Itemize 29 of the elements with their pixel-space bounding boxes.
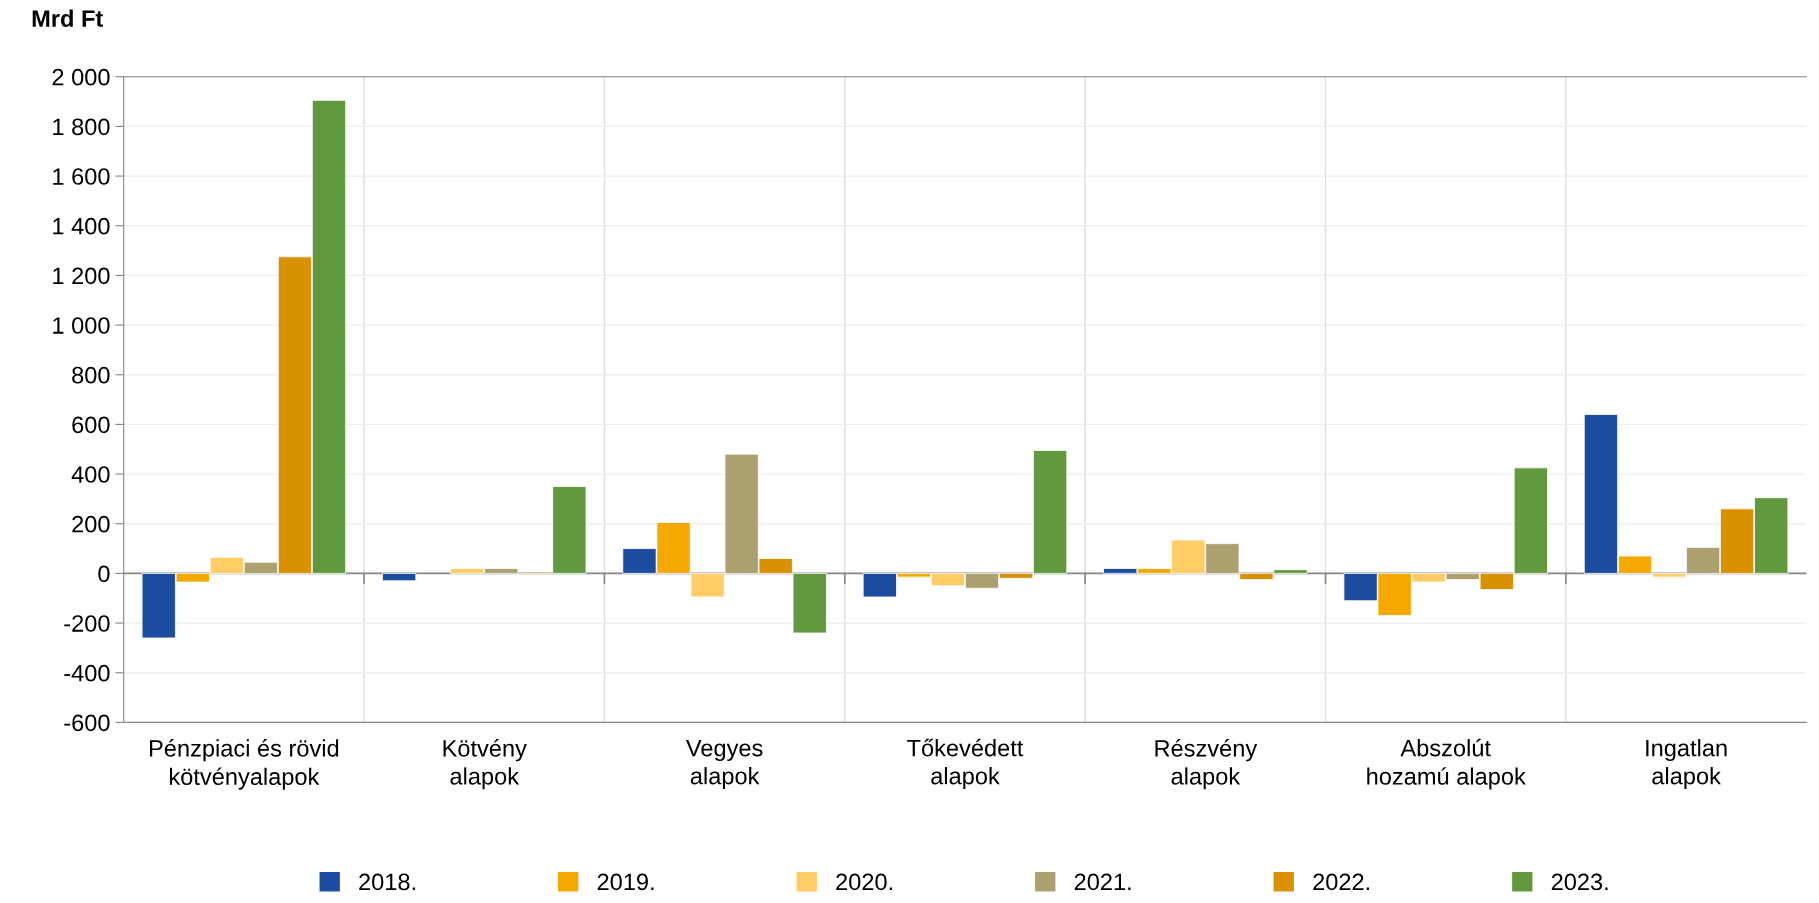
- x-tick-label: Pénzpiaci és rövid kötvényalapok: [150, 739, 339, 790]
- y-tick-label: 1 600: [53, 168, 110, 185]
- x-tick-label: Ingatlan alapok: [1646, 739, 1727, 790]
- legend-label: 2023.: [1551, 873, 1608, 891]
- legend-label: 2022.: [1313, 873, 1370, 891]
- y-tick-label: 1 000: [53, 317, 110, 334]
- x-tick-label: Abszolút hozamú alapok: [1367, 738, 1526, 790]
- y-tick-label: 1 800: [53, 118, 110, 136]
- legend-label: 2020.: [836, 873, 892, 891]
- x-tick-label: Vegyes alapok: [685, 739, 763, 790]
- y-axis-title: Mrd Ft: [32, 9, 103, 27]
- legend-label: 2019.: [597, 873, 654, 891]
- y-tick-label: 800: [72, 366, 110, 384]
- legend-label: 2021.: [1074, 873, 1131, 891]
- y-tick-label: 0: [98, 565, 110, 583]
- y-tick-label: -200: [64, 615, 110, 632]
- x-tick-label: Tőkevédett alapok: [907, 738, 1024, 790]
- y-tick-label: 200: [72, 515, 110, 533]
- y-tick-label: 1 400: [53, 217, 110, 235]
- x-tick-label: Részvény alapok: [1155, 739, 1258, 790]
- bar: [382, 572, 417, 582]
- y-tick-label: 600: [72, 416, 110, 434]
- x-tick-label: Kötvény alapok: [443, 739, 527, 790]
- y-tick-label: -400: [64, 664, 110, 682]
- y-tick-label: 400: [71, 466, 110, 483]
- y-tick-label: 1 200: [53, 267, 110, 285]
- y-tick-label: -600: [64, 714, 110, 732]
- y-tick-label: 2 000: [52, 68, 110, 86]
- legend-label: 2018.: [359, 873, 415, 891]
